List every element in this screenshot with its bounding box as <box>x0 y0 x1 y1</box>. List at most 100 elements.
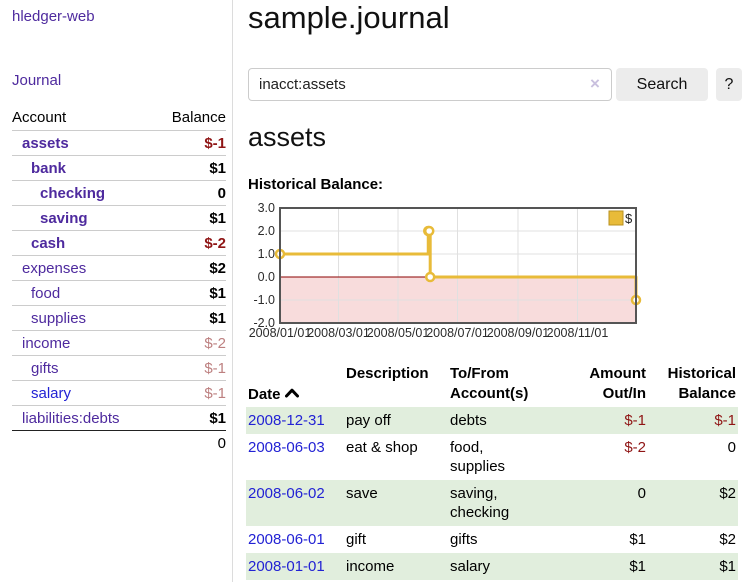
account-link[interactable]: gifts <box>31 359 59 377</box>
account-link[interactable]: bank <box>31 159 67 177</box>
account-link[interactable]: checking <box>40 184 106 202</box>
account-row: salary $-1 <box>12 380 226 406</box>
register-header-tofrom: To/From Account(s) <box>450 365 529 402</box>
account-link[interactable]: assets <box>22 134 69 152</box>
account-link[interactable]: food <box>31 284 61 302</box>
account-balance: $-2 <box>154 330 226 356</box>
search-input[interactable] <box>248 68 612 101</box>
account-row: gifts $-1 <box>12 355 226 381</box>
transaction-balance: $-1 <box>714 412 736 429</box>
sort-ascending-icon <box>284 384 299 404</box>
account-row: checking 0 <box>12 180 226 206</box>
page-title: sample.journal <box>248 0 450 35</box>
table-row: 2008-06-02 save saving, checking 0 $2 <box>246 480 738 526</box>
account-balance: $-1 <box>154 355 226 381</box>
register-header-balance: Historical Balance <box>667 365 736 402</box>
account-row: supplies $1 <box>12 305 226 331</box>
table-row: 2008-01-01 income salary $1 $1 <box>246 553 738 580</box>
accounts-total-row: 0 <box>12 430 226 455</box>
accounts-table: Account Balance assets $-1 bank $1 checking 0… <box>12 106 226 455</box>
account-balance: $-2 <box>154 230 226 256</box>
accounts-header-row: Account Balance <box>12 106 226 131</box>
account-row: liabilities:debts $1 <box>12 405 226 431</box>
sidebar: hledger-web Journal Account Balance asse… <box>0 0 233 582</box>
account-balance: $2 <box>154 255 226 281</box>
sidebar-item-journal[interactable]: Journal <box>12 72 62 89</box>
svg-text:2008/01/01: 2008/01/01 <box>249 326 312 340</box>
account-link[interactable]: salary <box>31 384 72 402</box>
transaction-date-link[interactable]: 2008-06-03 <box>248 439 325 456</box>
transaction-description: income <box>346 558 395 575</box>
table-row: 2008-06-01 gift gifts $1 $2 <box>246 526 738 553</box>
account-balance: $1 <box>154 205 226 231</box>
transaction-accounts: gifts <box>450 531 478 548</box>
account-row: food $1 <box>12 280 226 306</box>
transaction-amount: 0 <box>637 485 646 502</box>
transaction-accounts: debts <box>450 412 487 429</box>
svg-text:2008/09/01: 2008/09/01 <box>487 326 550 340</box>
transaction-date-link[interactable]: 2008-06-01 <box>248 531 325 548</box>
account-row: cash $-2 <box>12 230 226 256</box>
svg-text:2008/11/01: 2008/11/01 <box>547 326 609 340</box>
app-brand-link[interactable]: hledger-web <box>12 8 95 25</box>
transaction-balance: $2 <box>719 531 736 548</box>
account-link[interactable]: liabilities:debts <box>22 409 120 427</box>
account-link[interactable]: supplies <box>31 309 87 327</box>
transaction-amount: $-1 <box>624 412 646 429</box>
account-balance: $1 <box>154 280 226 306</box>
svg-text:2008/05/01: 2008/05/01 <box>367 326 430 340</box>
register-header-date[interactable]: Date <box>246 362 344 407</box>
svg-text:1.0: 1.0 <box>258 247 275 261</box>
account-balance: $1 <box>154 155 226 181</box>
search-button[interactable]: Search <box>616 68 708 101</box>
svg-text:-2.0: -2.0 <box>253 316 275 330</box>
register-header-description: Description <box>346 365 429 382</box>
transaction-date-link[interactable]: 2008-06-02 <box>248 485 325 502</box>
transaction-description: eat & shop <box>346 439 418 456</box>
account-link[interactable]: saving <box>40 209 88 227</box>
register-header-amount: Amount Out/In <box>589 365 646 402</box>
svg-text:2008/03/01: 2008/03/01 <box>307 326 370 340</box>
transaction-accounts: saving, checking <box>450 485 510 521</box>
transaction-balance: $2 <box>719 485 736 502</box>
svg-text:$: $ <box>625 211 633 226</box>
transaction-accounts: food, supplies <box>450 439 506 475</box>
svg-text:-1.0: -1.0 <box>253 293 275 307</box>
register-header-row: Date Description To/From Account(s) Amou… <box>246 362 738 407</box>
svg-text:2008/07/01: 2008/07/01 <box>426 326 489 340</box>
transaction-amount: $1 <box>629 531 646 548</box>
transaction-description: pay off <box>346 412 391 429</box>
accounts-total-balance: 0 <box>154 430 226 455</box>
account-balance: $-1 <box>154 130 226 156</box>
svg-text:2.0: 2.0 <box>258 224 275 238</box>
clear-search-icon[interactable]: × <box>590 74 600 93</box>
account-balance: $-1 <box>154 380 226 406</box>
transaction-date-link[interactable]: 2008-12-31 <box>248 412 325 429</box>
account-balance: $1 <box>154 305 226 331</box>
transaction-accounts: salary <box>450 558 491 575</box>
account-link[interactable]: income <box>22 334 71 352</box>
account-link[interactable]: cash <box>31 234 66 252</box>
account-row: bank $1 <box>12 155 226 181</box>
register-table: Date Description To/From Account(s) Amou… <box>246 362 738 580</box>
transaction-description: gift <box>346 531 367 548</box>
transaction-date-link[interactable]: 2008-01-01 <box>248 558 325 575</box>
accounts-header-account: Account <box>12 109 67 126</box>
account-row: assets $-1 <box>12 130 226 156</box>
account-row: expenses $2 <box>12 255 226 281</box>
historical-balance-chart: $3.0 2.0 1.0 0.0 -1.0 -2.0 2008/01/01 2008/03/0… <box>246 200 642 346</box>
svg-text:0.0: 0.0 <box>258 270 275 284</box>
help-button[interactable]: ? <box>716 68 742 101</box>
transaction-balance: $1 <box>719 558 736 575</box>
account-balance: $1 <box>154 405 226 431</box>
table-row: 2008-06-03 eat & shop food, supplies $-2 0 <box>246 434 738 480</box>
account-balance: 0 <box>154 180 226 206</box>
transaction-balance: 0 <box>727 439 736 456</box>
account-link[interactable]: expenses <box>22 259 87 277</box>
transaction-description: save <box>346 485 378 502</box>
chart-heading: Historical Balance: <box>248 176 384 193</box>
account-heading: assets <box>248 122 327 152</box>
table-row: 2008-12-31 pay off debts $-1 $-1 <box>246 407 738 434</box>
account-row: saving $1 <box>12 205 226 231</box>
transaction-amount: $1 <box>629 558 646 575</box>
